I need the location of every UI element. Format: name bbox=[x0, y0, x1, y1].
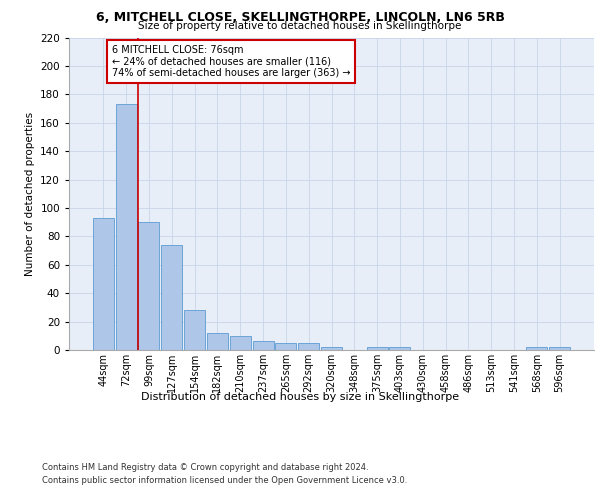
Text: 6 MITCHELL CLOSE: 76sqm
← 24% of detached houses are smaller (116)
74% of semi-d: 6 MITCHELL CLOSE: 76sqm ← 24% of detache… bbox=[112, 44, 350, 78]
Bar bbox=[298, 343, 319, 350]
Y-axis label: Number of detached properties: Number of detached properties bbox=[25, 112, 35, 276]
Bar bbox=[139, 222, 160, 350]
Bar bbox=[93, 218, 114, 350]
Bar bbox=[116, 104, 137, 350]
Bar bbox=[161, 245, 182, 350]
Bar bbox=[275, 343, 296, 350]
Text: Distribution of detached houses by size in Skellingthorpe: Distribution of detached houses by size … bbox=[141, 392, 459, 402]
Text: 6, MITCHELL CLOSE, SKELLINGTHORPE, LINCOLN, LN6 5RB: 6, MITCHELL CLOSE, SKELLINGTHORPE, LINCO… bbox=[95, 11, 505, 24]
Bar bbox=[549, 347, 570, 350]
Text: Size of property relative to detached houses in Skellingthorpe: Size of property relative to detached ho… bbox=[139, 21, 461, 31]
Bar bbox=[367, 347, 388, 350]
Bar bbox=[230, 336, 251, 350]
Text: Contains HM Land Registry data © Crown copyright and database right 2024.: Contains HM Land Registry data © Crown c… bbox=[42, 462, 368, 471]
Bar bbox=[207, 333, 228, 350]
Bar bbox=[321, 347, 342, 350]
Text: Contains public sector information licensed under the Open Government Licence v3: Contains public sector information licen… bbox=[42, 476, 407, 485]
Bar bbox=[184, 310, 205, 350]
Bar bbox=[389, 347, 410, 350]
Bar bbox=[253, 342, 274, 350]
Bar bbox=[526, 347, 547, 350]
